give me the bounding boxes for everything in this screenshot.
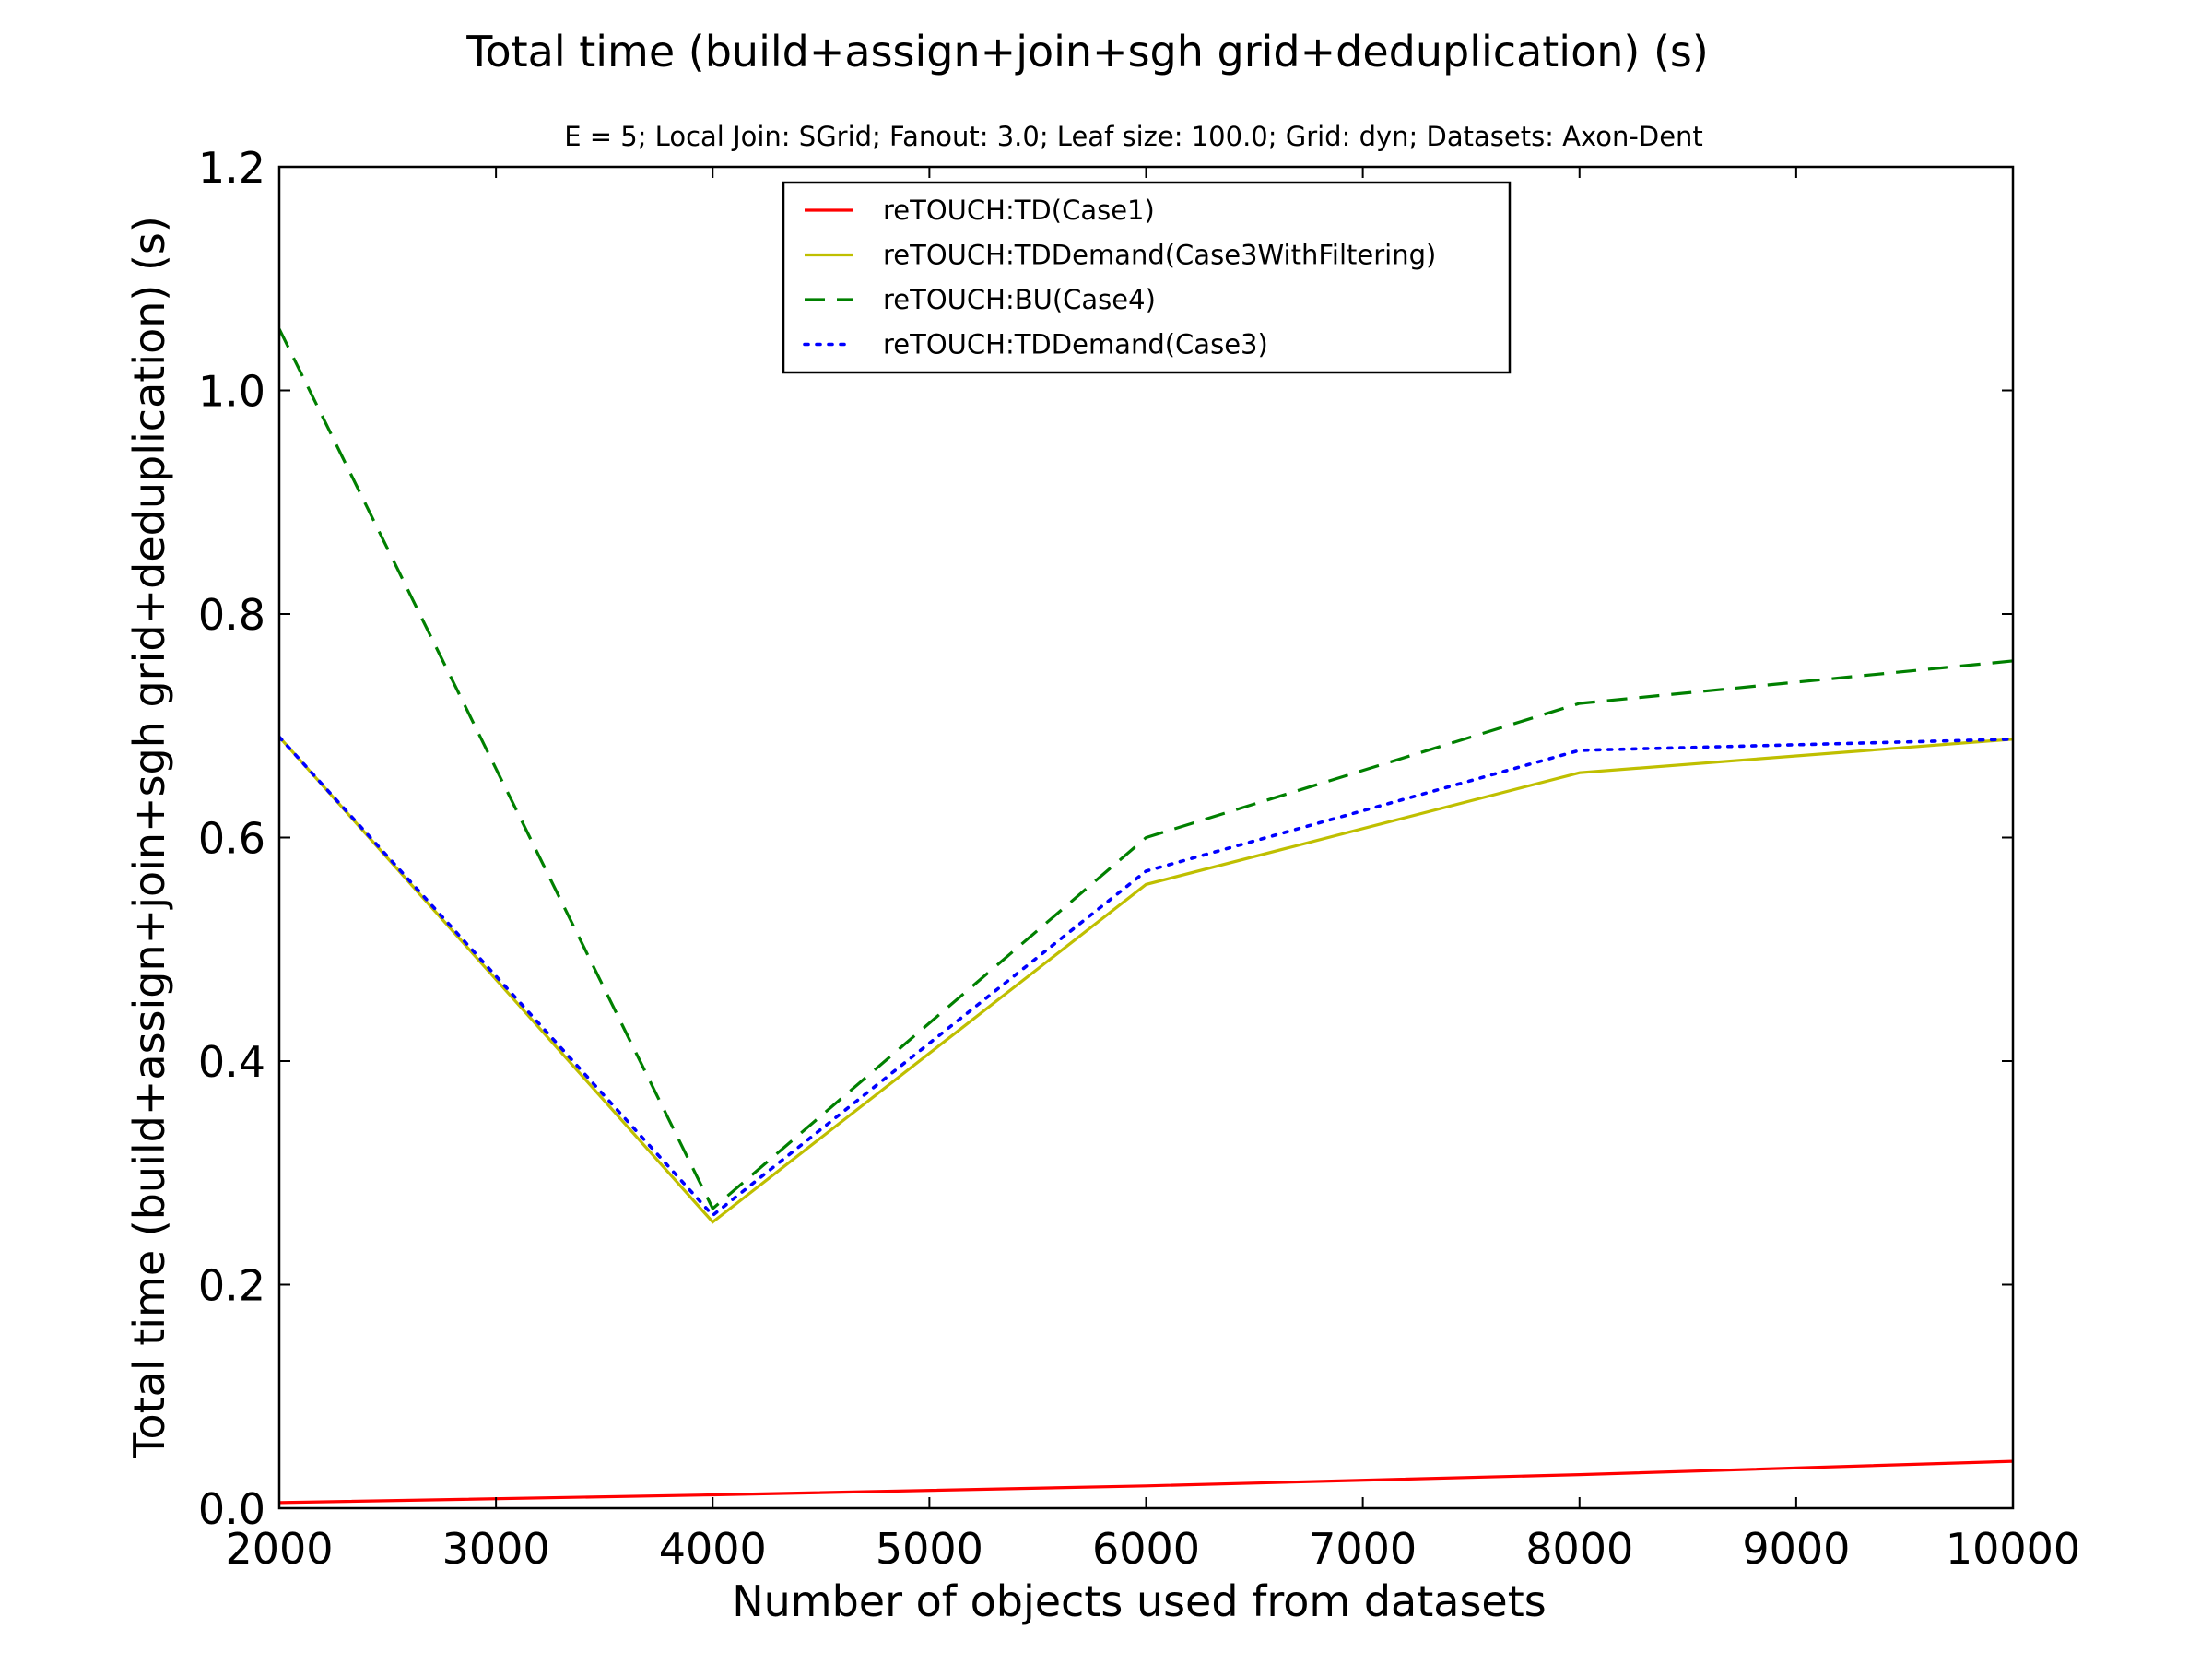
- y-tick-label: 0.0: [198, 1484, 265, 1534]
- y-tick-label: 0.6: [198, 814, 265, 864]
- y-tick-label: 1.2: [198, 143, 265, 193]
- legend: reTOUCH:TD(Case1) reTOUCH:TDDemand(Case3W…: [782, 181, 1512, 374]
- x-tick-label: 2000: [225, 1524, 333, 1574]
- x-tick-label: 10000: [1946, 1524, 2080, 1574]
- x-tick-label: 3000: [442, 1524, 550, 1574]
- series-lines: [279, 328, 2013, 1505]
- legend-box: [782, 181, 1512, 374]
- y-tick-label: 1.0: [198, 367, 265, 417]
- legend-label-4: reTOUCH:TDDemand(Case3): [883, 329, 1268, 360]
- series-line-2: [279, 736, 2013, 1224]
- x-tick-label: 9000: [1742, 1524, 1850, 1574]
- chart-title: Total time (build+assign+join+sgh grid+d…: [465, 27, 1709, 77]
- legend-label-3: reTOUCH:BU(Case4): [883, 284, 1156, 315]
- legend-label-1: reTOUCH:TD(Case1): [883, 195, 1155, 226]
- x-tick-label: 4000: [659, 1524, 767, 1574]
- x-tick-label: 7000: [1309, 1524, 1417, 1574]
- legend-label-2: reTOUCH:TDDemand(Case3WithFiltering): [883, 240, 1436, 271]
- chart-subtitle: E = 5; Local Join: SGrid; Fanout: 3.0; L…: [564, 121, 1703, 152]
- plot-area: 2000 3000 4000 5000 6000 7000 8000 9000 10000 0.0…: [198, 143, 2080, 1574]
- series-line-1: [279, 1459, 2013, 1505]
- x-tick-label: 6000: [1092, 1524, 1200, 1574]
- y-tick-label: 0.2: [198, 1261, 265, 1311]
- y-tick-label: 0.4: [198, 1037, 265, 1087]
- x-axis-label: Number of objects used from datasets: [732, 1576, 1547, 1626]
- x-tick-label: 5000: [876, 1524, 983, 1574]
- y-tick-label: 0.8: [198, 590, 265, 640]
- series-line-3: [279, 328, 2013, 1211]
- series-line-4: [279, 735, 2013, 1218]
- y-axis-label: Total time (build+assign+join+sgh grid+d…: [124, 216, 174, 1459]
- x-tick-label: 8000: [1525, 1524, 1633, 1574]
